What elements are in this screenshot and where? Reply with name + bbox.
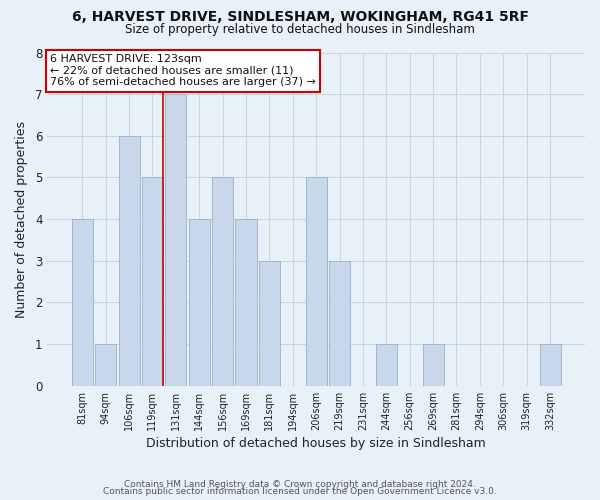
Bar <box>259 261 280 386</box>
Bar <box>329 261 350 386</box>
Bar <box>235 219 257 386</box>
Text: Contains HM Land Registry data © Crown copyright and database right 2024.: Contains HM Land Registry data © Crown c… <box>124 480 476 489</box>
Bar <box>188 219 210 386</box>
Bar <box>72 219 93 386</box>
X-axis label: Distribution of detached houses by size in Sindlesham: Distribution of detached houses by size … <box>146 437 486 450</box>
Y-axis label: Number of detached properties: Number of detached properties <box>15 120 28 318</box>
Bar <box>119 136 140 386</box>
Bar <box>212 178 233 386</box>
Bar <box>142 178 163 386</box>
Bar <box>422 344 443 386</box>
Text: 6, HARVEST DRIVE, SINDLESHAM, WOKINGHAM, RG41 5RF: 6, HARVEST DRIVE, SINDLESHAM, WOKINGHAM,… <box>71 10 529 24</box>
Bar <box>95 344 116 386</box>
Bar <box>539 344 560 386</box>
Text: Contains public sector information licensed under the Open Government Licence v3: Contains public sector information licen… <box>103 487 497 496</box>
Bar <box>376 344 397 386</box>
Bar <box>165 94 187 386</box>
Text: Size of property relative to detached houses in Sindlesham: Size of property relative to detached ho… <box>125 22 475 36</box>
Bar <box>305 178 326 386</box>
Text: 6 HARVEST DRIVE: 123sqm
← 22% of detached houses are smaller (11)
76% of semi-de: 6 HARVEST DRIVE: 123sqm ← 22% of detache… <box>50 54 316 88</box>
